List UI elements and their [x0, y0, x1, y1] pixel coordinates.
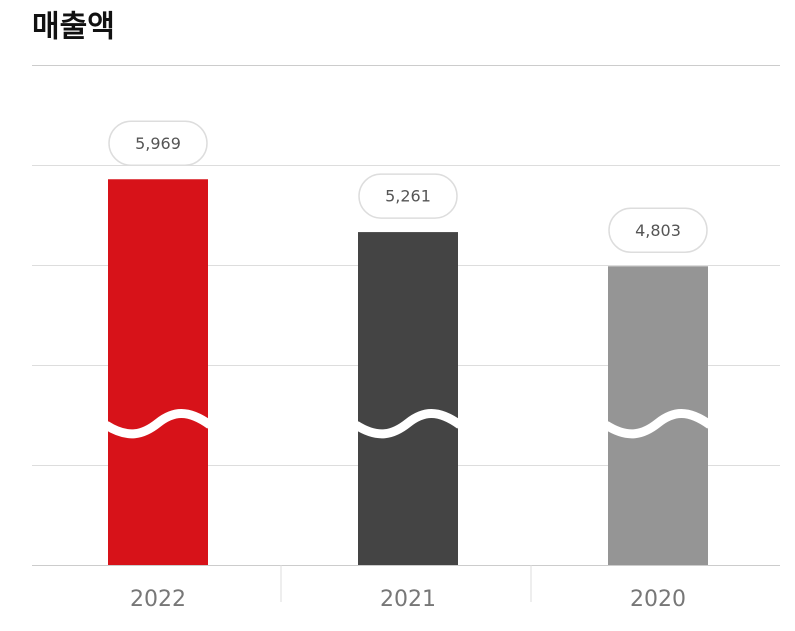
bar [108, 179, 208, 566]
bar [358, 232, 458, 566]
axis-break [103, 409, 213, 439]
axis-break [353, 409, 463, 439]
value-bubble [608, 207, 708, 254]
chart-title: 매출액 [32, 10, 115, 45]
value-label: 5,261 [385, 187, 431, 206]
value-bubble [358, 173, 458, 219]
x-tick-label: 2020 [630, 587, 686, 612]
x-tick-label: 2022 [130, 587, 186, 612]
value-label: 4,803 [635, 221, 681, 240]
x-tick-label: 2021 [380, 587, 436, 612]
value-label: 5,969 [135, 134, 181, 153]
value-bubble [108, 120, 208, 167]
axis-break [603, 409, 713, 439]
